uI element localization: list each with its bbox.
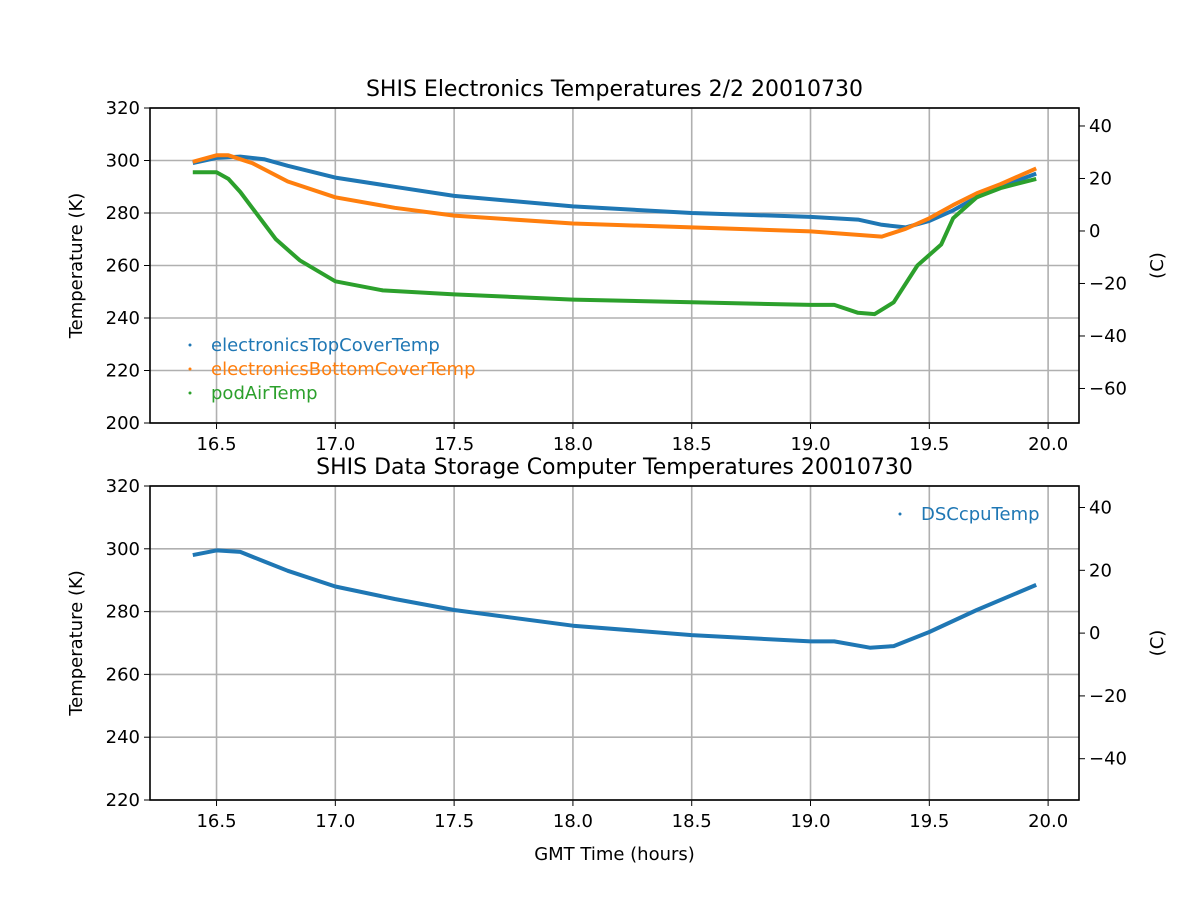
legend-entry: electronicsTopCoverTemp [188, 335, 440, 356]
x-tick-label: 17.0 [315, 434, 355, 455]
x-tick-label: 18.5 [672, 811, 712, 832]
y-right-tick-label: −20 [1089, 686, 1127, 707]
x-tick-label: 18.0 [553, 811, 593, 832]
legend-entry: DSCcpuTemp [898, 504, 1040, 525]
legend-marker [188, 367, 192, 371]
legend-label: electronicsBottomCoverTemp [211, 359, 476, 380]
x-tick-label: 16.5 [196, 434, 236, 455]
x-tick-label: 18.0 [553, 434, 593, 455]
y-right-tick-label: 40 [1089, 498, 1112, 519]
y-tick-label: 220 [106, 361, 140, 382]
legend-marker [188, 343, 192, 347]
y-tick-label: 280 [106, 203, 140, 224]
x-tick-label: 19.0 [790, 811, 830, 832]
y-right-tick-label: 20 [1089, 560, 1112, 581]
series-line-DSCcpuTemp [192, 548, 1037, 650]
x-tick-label: 17.5 [434, 434, 474, 455]
y-tick-label: 300 [106, 539, 140, 560]
x-tick-label: 19.0 [790, 434, 830, 455]
x-tick-label: 18.5 [672, 434, 712, 455]
y-right-tick-label: 0 [1089, 221, 1100, 242]
subplot-2: 16.5 17.0 17.5 18.0 18.5 19.0 19.5 20.0 220 240 26… [66, 455, 1168, 865]
x-tick-label: 16.5 [196, 811, 236, 832]
axes-frame [149, 485, 1080, 801]
y-right-axis-label: (C) [1147, 252, 1168, 279]
y-tick-label: 260 [106, 664, 140, 685]
legend-marker [898, 512, 902, 516]
series-line-electronicsBottomCoverTemp [192, 153, 1038, 239]
x-tick-label: 19.5 [909, 434, 949, 455]
y-right-tick-label: −60 [1089, 378, 1127, 399]
x-tick-label: 17.5 [434, 811, 474, 832]
legend-entry: podAirTemp [188, 383, 318, 404]
y-axis-label: Temperature (K) [66, 193, 87, 340]
y-right-tick-label: −40 [1089, 326, 1127, 347]
legend-entry: electronicsBottomCoverTemp [188, 359, 476, 380]
series-line-electronicsTopCoverTemp [192, 154, 1037, 230]
legend-label: podAirTemp [211, 383, 318, 404]
y-tick-label: 260 [106, 256, 140, 277]
y-tick-label: 320 [106, 476, 140, 497]
y-tick-label: 220 [106, 790, 140, 811]
y-tick-label: 200 [106, 413, 140, 434]
x-tick-label: 17.0 [315, 811, 355, 832]
x-tick-label: 20.0 [1028, 811, 1068, 832]
y-right-tick-label: −40 [1089, 749, 1127, 770]
y-right-tick-label: 40 [1089, 116, 1112, 137]
x-axis-label: GMT Time (hours) [534, 844, 695, 865]
y-tick-label: 240 [106, 727, 140, 748]
axes-frame [149, 107, 1080, 424]
y-right-tick-label: 0 [1089, 623, 1100, 644]
subplot-1: 16.5 17.0 17.5 18.0 18.5 19.0 19.5 20.020022024… [66, 77, 1168, 455]
legend-label: electronicsTopCoverTemp [211, 335, 440, 356]
x-tick-label: 19.5 [909, 811, 949, 832]
legend-marker [188, 391, 192, 395]
y-tick-label: 240 [106, 308, 140, 329]
legend-label: DSCcpuTemp [921, 504, 1040, 525]
chart-title: SHIS Data Storage Computer Temperatures … [316, 455, 913, 480]
series-line-podAirTemp [192, 170, 1037, 317]
y-tick-label: 320 [106, 98, 140, 119]
chart-title: SHIS Electronics Temperatures 2/2 200107… [366, 77, 863, 102]
y-right-axis-label: (C) [1147, 630, 1168, 657]
x-tick-label: 20.0 [1028, 434, 1068, 455]
y-tick-label: 300 [106, 151, 140, 172]
y-tick-label: 280 [106, 602, 140, 623]
y-axis-label: Temperature (K) [66, 570, 87, 717]
y-right-tick-label: 20 [1089, 168, 1112, 189]
y-right-tick-label: −20 [1089, 273, 1127, 294]
